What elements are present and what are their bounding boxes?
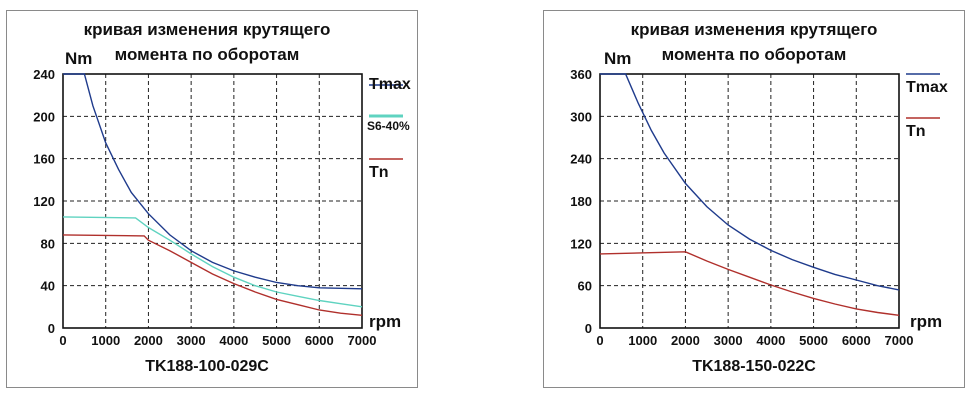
x-tick-label: 4000 [219, 333, 248, 348]
x-tick-label: 1000 [91, 333, 120, 348]
chart-title-line: кривая изменения крутящего [631, 20, 878, 39]
x-tick-label: 2000 [134, 333, 163, 348]
x-tick-label: 6000 [842, 333, 871, 348]
model-label: TK188-100-029C [145, 358, 269, 375]
series-line-tmax [600, 73, 900, 291]
torque-chart-panel-1: кривая изменения крутящего момента по обо… [6, 10, 418, 388]
y-tick-label: 360 [570, 67, 592, 82]
y-tick-label: 80 [41, 236, 55, 251]
x-tick-label: 5000 [799, 333, 828, 348]
y-tick-label: 200 [33, 109, 55, 124]
x-tick-label: 0 [596, 333, 603, 348]
x-tick-label: 4000 [756, 333, 785, 348]
chart-title-line: кривая изменения крутящего [84, 20, 331, 39]
y-axis-label: Nm [604, 49, 631, 68]
x-tick-label: 1000 [628, 333, 657, 348]
legend-label: Tn [369, 164, 389, 181]
model-label: TK188-150-022C [692, 358, 816, 375]
y-tick-label: 160 [33, 152, 55, 167]
x-tick-label: 3000 [714, 333, 743, 348]
y-axis-label: Nm [65, 49, 92, 68]
y-tick-label: 0 [48, 321, 55, 336]
torque-chart-2: кривая изменения крутящего момента по обо… [570, 20, 948, 375]
torque-chart-1: кривая изменения крутящего момента по обо… [33, 20, 411, 375]
x-tick-label: 7000 [348, 333, 377, 348]
y-tick-label: 180 [570, 194, 592, 209]
plot-frame [599, 73, 900, 329]
legend-label: Tn [906, 123, 926, 140]
series-line-s6-40- [62, 216, 363, 308]
x-axis-label: rpm [910, 312, 942, 331]
y-tick-label: 60 [578, 279, 592, 294]
plot-frame [62, 73, 363, 329]
x-tick-label: 0 [59, 333, 66, 348]
chart-title-line: момента по оборотам [115, 45, 300, 64]
series-line-tn [62, 234, 363, 316]
torque-chart-panel-2: кривая изменения крутящего момента по обо… [543, 10, 965, 388]
legend-label: Tmax [369, 76, 411, 93]
y-tick-label: 240 [33, 67, 55, 82]
x-tick-label: 3000 [177, 333, 206, 348]
series-line-tmax [63, 73, 363, 290]
y-tick-label: 40 [41, 279, 55, 294]
y-tick-label: 120 [33, 194, 55, 209]
series-line-tn [599, 251, 900, 316]
y-tick-label: 0 [585, 321, 592, 336]
legend-label: S6-40% [367, 119, 410, 133]
y-tick-label: 300 [570, 109, 592, 124]
x-axis-label: rpm [369, 312, 401, 331]
x-tick-label: 5000 [262, 333, 291, 348]
x-tick-label: 2000 [671, 333, 700, 348]
chart-title-line: момента по оборотам [662, 45, 847, 64]
y-tick-label: 120 [570, 236, 592, 251]
x-tick-label: 7000 [885, 333, 914, 348]
x-tick-label: 6000 [305, 333, 334, 348]
y-tick-label: 240 [570, 152, 592, 167]
legend-label: Tmax [906, 79, 948, 96]
